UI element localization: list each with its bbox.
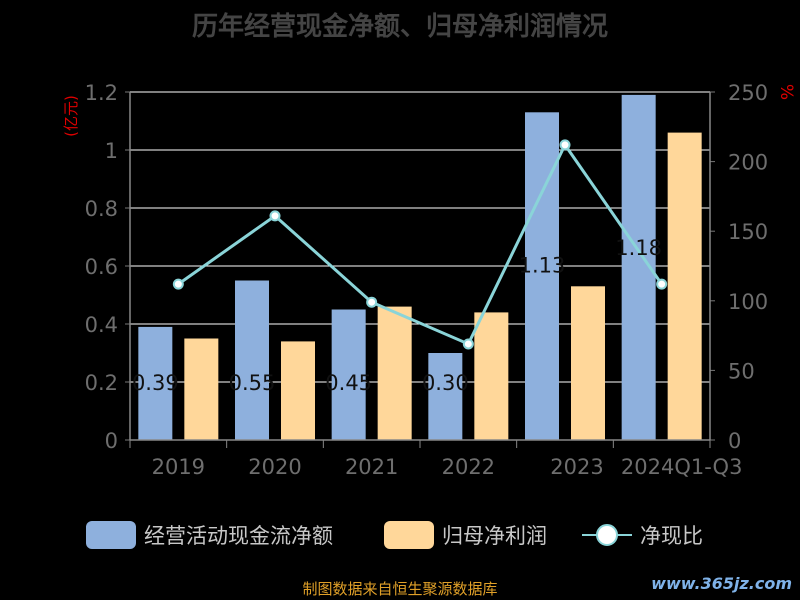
y-tick-left: 0.4	[85, 313, 118, 337]
x-tick-label: 2024Q1-Q3	[621, 455, 743, 479]
line-point-ratio	[656, 278, 668, 290]
bar-cashflow	[235, 280, 269, 440]
bar-netprofit	[474, 312, 509, 440]
y-tick-left: 1.2	[85, 81, 118, 105]
data-label-cashflow: 0.30	[422, 371, 469, 395]
line-point-ratio	[172, 278, 184, 290]
line-ratio	[177, 141, 663, 346]
y-tick-left: 0.2	[85, 371, 118, 395]
x-tick-label: 2020	[248, 455, 301, 479]
legend-label-netprofit: 归母净利润	[442, 524, 547, 548]
data-label-cashflow: 0.45	[325, 371, 372, 395]
legend-item-cashflow[interactable]: 经营活动现金流净额	[86, 520, 333, 550]
data-label-cashflow: 0.55	[229, 371, 276, 395]
legend-swatch-cashflow	[86, 521, 136, 549]
y-axis-left-label: (亿元)	[62, 95, 80, 137]
legend: 经营活动现金流净额 归母净利润 净现比	[0, 512, 800, 556]
bar-netprofit	[184, 338, 219, 440]
legend-item-ratio[interactable]: 净现比	[582, 520, 703, 550]
x-tick-label: 2019	[152, 455, 205, 479]
watermark: www.365jz.com	[651, 574, 792, 593]
line-point-ratio	[269, 210, 281, 222]
bar-netprofit	[571, 286, 605, 440]
data-label-cashflow: 0.39	[132, 371, 179, 395]
chart-title: 历年经营现金净额、归母净利润情况	[192, 11, 608, 42]
gridlines	[130, 91, 710, 383]
x-tick-label: 2023	[550, 455, 603, 479]
y-tick-right: 50	[728, 359, 755, 383]
bar-netprofit	[667, 132, 702, 440]
legend-label-ratio: 净现比	[640, 524, 703, 548]
y-tick-left: 0	[105, 429, 118, 453]
x-tick-label: 2021	[345, 455, 398, 479]
x-tick-label: 2022	[442, 455, 495, 479]
bars	[138, 94, 702, 441]
y-tick-right: 250	[728, 81, 768, 105]
line-point-ratio	[366, 296, 378, 308]
line-point-ratio	[462, 338, 474, 350]
bar-netprofit	[281, 341, 315, 440]
y-tick-left: 1	[105, 139, 118, 163]
bar-cashflow	[138, 326, 173, 440]
data-label-cashflow: 1.18	[615, 236, 662, 260]
source-footer: 制图数据来自恒生聚源数据库	[302, 580, 498, 598]
line-point-ratio	[559, 139, 571, 151]
y-tick-left: 0.6	[85, 255, 118, 279]
y-tick-right: 0	[728, 429, 741, 453]
y-tick-right: 150	[728, 220, 768, 244]
data-labels: 0.39 0.55 0.45 0.30 1.13 1.18	[132, 236, 662, 395]
legend-swatch-netprofit	[384, 521, 434, 549]
y-tick-right: 200	[728, 151, 768, 175]
data-label-cashflow: 1.13	[519, 253, 566, 277]
legend-label-cashflow: 经营活动现金流净额	[144, 524, 333, 548]
y-tick-right: 100	[728, 290, 768, 314]
legend-item-netprofit[interactable]: 归母净利润	[384, 520, 547, 550]
y-axis-right-label: %	[776, 84, 796, 100]
legend-swatch-ratio	[582, 521, 632, 549]
axes: 0 0.2 0.4 0.6 0.8 1 1.2 0 50 100 150 200 250 2019 2020…	[85, 81, 769, 479]
bar-netprofit	[377, 306, 412, 440]
bar-cashflow	[428, 353, 463, 440]
bar-cashflow	[331, 309, 366, 440]
line-series	[172, 139, 668, 350]
y-tick-left: 0.8	[85, 197, 118, 221]
